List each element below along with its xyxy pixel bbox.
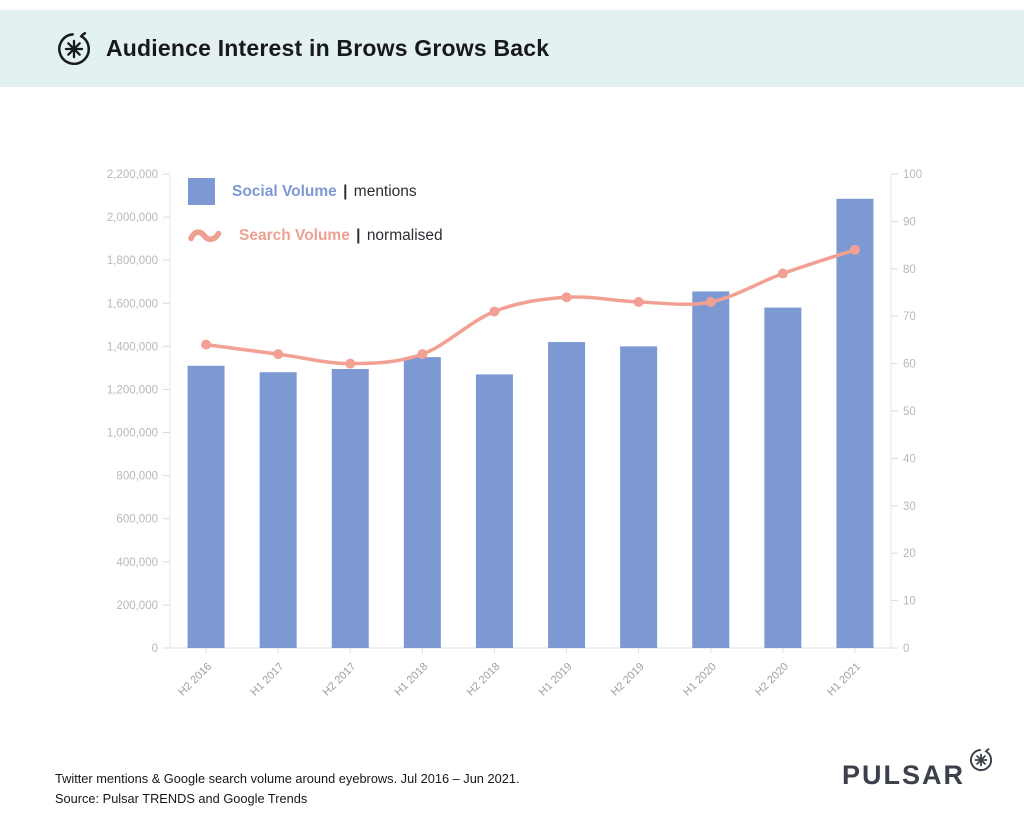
- right-axis-tick-label: 90: [903, 216, 916, 228]
- legend-item-social-volume: Social Volume | mentions: [188, 178, 443, 205]
- x-tick-label-h2-2017: H2 2017: [320, 661, 358, 699]
- search-volume-point-h2-2017: [345, 358, 356, 369]
- legend-social-name: Social Volume: [232, 182, 337, 200]
- x-tick-label-h2-2019: H2 2019: [609, 661, 647, 699]
- right-axis-tick-label: 100: [903, 169, 922, 181]
- left-axis-tick-label: 200,000: [116, 600, 158, 612]
- social-volume-bar-h1-2020: [692, 291, 730, 648]
- left-axis-tick-label: 600,000: [116, 514, 158, 526]
- search-volume-point-h2-2020: [777, 268, 788, 279]
- x-tick-label-h1-2020: H1 2020: [681, 661, 719, 699]
- legend-search-qualifier: normalised: [366, 226, 443, 244]
- left-axis-tick-label: 1,200,000: [107, 384, 158, 396]
- search-volume-point-h1-2017: [273, 349, 284, 360]
- search-volume-point-h2-2016: [201, 339, 212, 350]
- social-volume-bar-h1-2021: [836, 198, 874, 648]
- right-axis-tick-label: 0: [903, 643, 909, 655]
- right-axis-tick-label: 30: [903, 501, 916, 513]
- legend-social-qualifier: mentions: [353, 182, 417, 200]
- pulsar-wordmark: PULSAR: [841, 760, 965, 790]
- social-volume-bar-h2-2016: [187, 365, 225, 648]
- x-tick-label-h1-2021: H1 2021: [825, 661, 863, 699]
- right-axis-tick-label: 20: [903, 548, 916, 560]
- left-axis-tick-label: 1,800,000: [107, 255, 158, 267]
- social-volume-bar-h2-2017: [331, 368, 369, 648]
- legend-search-name: Search Volume: [239, 226, 350, 244]
- search-volume-point-h1-2020: [705, 296, 716, 307]
- pulsar-logo: PULSAR: [842, 747, 994, 791]
- social-volume-bar-h2-2018: [475, 374, 513, 648]
- x-tick-label-h2-2016: H2 2016: [176, 661, 214, 699]
- left-axis-tick-label: 1,400,000: [107, 341, 158, 353]
- right-axis-tick-label: 50: [903, 406, 916, 418]
- right-axis-tick-label: 70: [903, 311, 916, 323]
- x-tick-label-h1-2018: H1 2018: [393, 661, 431, 699]
- caption-line-1: Twitter mentions & Google search volume …: [55, 771, 520, 786]
- x-tick-label-h1-2017: H1 2017: [248, 661, 286, 699]
- search-volume-point-h1-2021: [849, 244, 860, 255]
- legend-separator: |: [356, 226, 361, 244]
- legend-separator: |: [343, 182, 348, 200]
- chart-caption: Twitter mentions & Google search volume …: [55, 769, 520, 809]
- left-axis-tick-label: 1,000,000: [107, 428, 158, 440]
- x-tick-label-h1-2019: H1 2019: [537, 661, 575, 699]
- right-axis-tick-label: 80: [903, 264, 916, 276]
- legend-item-search-volume: Search Volume | normalised: [188, 222, 443, 249]
- social-volume-bar-h1-2017: [259, 372, 297, 648]
- search-volume-line: [204, 248, 857, 366]
- chart-legend: Social Volume | mentions Search Volume |…: [188, 178, 443, 266]
- search-volume-squiggle-icon: [188, 228, 222, 242]
- caption-line-2: Source: Pulsar TRENDS and Google Trends: [55, 790, 308, 806]
- social-volume-swatch-icon: [188, 178, 215, 205]
- left-axis-tick-label: 800,000: [116, 471, 158, 483]
- left-axis-tick-label: 2,200,000: [107, 169, 158, 181]
- pulsar-mark-icon: [58, 31, 90, 65]
- left-axis-tick-label: 2,000,000: [107, 212, 158, 224]
- pulsar-logo-icon: [969, 748, 993, 772]
- search-volume-point-h1-2019: [561, 292, 572, 303]
- social-volume-bar-h1-2019: [548, 342, 586, 648]
- brows-interest-chart: 0 200,000 400,000 600,000 800,000 1,000,000 1,…: [107, 169, 922, 699]
- social-volume-bar-h1-2018: [403, 357, 441, 648]
- page-title: Audience Interest in Brows Grows Back: [106, 35, 550, 61]
- search-volume-point-h2-2019: [633, 296, 644, 307]
- x-tick-label-h2-2020: H2 2020: [753, 661, 791, 699]
- header-banner: Audience Interest in Brows Grows Back: [0, 10, 1024, 87]
- x-tick-label-h2-2018: H2 2018: [465, 661, 503, 699]
- social-volume-bar-h2-2020: [764, 307, 802, 648]
- social-volume-bar-h2-2019: [620, 346, 658, 648]
- search-volume-point-h2-2018: [489, 306, 500, 317]
- search-volume-point-h1-2018: [417, 349, 428, 360]
- left-axis-tick-label: 1,600,000: [107, 298, 158, 310]
- right-axis-tick-label: 60: [903, 359, 916, 371]
- right-axis-tick-label: 40: [903, 453, 916, 465]
- left-axis-tick-label: 0: [152, 643, 158, 655]
- right-axis-tick-label: 10: [903, 596, 916, 608]
- left-axis-tick-label: 400,000: [116, 557, 158, 569]
